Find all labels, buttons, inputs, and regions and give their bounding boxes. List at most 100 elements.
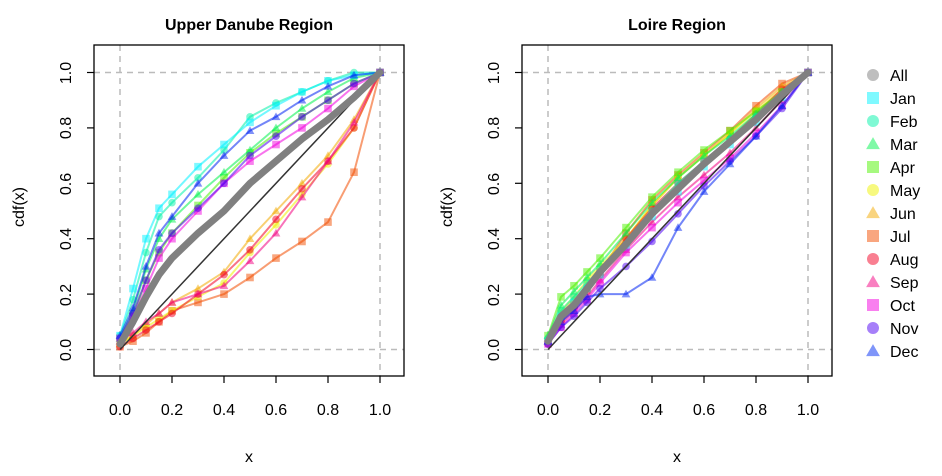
- data-point: [154, 309, 164, 317]
- data-point: [323, 87, 333, 96]
- data-point: [557, 293, 565, 301]
- data-point: [272, 132, 280, 141]
- legend-label: Oct: [890, 298, 915, 315]
- data-point: [647, 198, 657, 206]
- legend-marker: [866, 275, 880, 288]
- data-point: [725, 159, 735, 168]
- data-point: [700, 176, 708, 185]
- data-point: [324, 96, 332, 104]
- legend-label: Sep: [890, 275, 919, 292]
- data-point: [323, 156, 333, 165]
- data-point: [699, 151, 709, 159]
- data-point: [220, 179, 228, 188]
- data-point: [245, 126, 255, 134]
- data-point: [220, 270, 228, 279]
- data-point: [596, 279, 604, 287]
- data-point: [700, 182, 708, 190]
- y-tick-label: 0.8: [486, 117, 503, 139]
- legend-marker: [867, 161, 879, 173]
- data-point: [647, 217, 657, 226]
- data-point: [583, 268, 591, 276]
- data-point: [219, 281, 229, 290]
- data-point: [621, 289, 631, 298]
- data-point: [570, 312, 578, 321]
- panel-loire: Loire Region x cdf(x) 0.0 0.2 0.4 0.6 0.…: [439, 17, 833, 466]
- y-axis-label: cdf(x): [11, 187, 28, 227]
- data-point: [298, 124, 306, 132]
- x-tick-label: 1.0: [369, 402, 391, 419]
- data-point: [155, 204, 163, 213]
- legend-marker: [866, 344, 880, 357]
- data-point: [673, 223, 683, 231]
- y-axis-label: cdf(x): [439, 187, 456, 227]
- data-point: [245, 256, 255, 265]
- data-point: [141, 262, 151, 270]
- y-tick-labels: 0.0 0.2 0.4 0.6 0.8 1.0: [58, 62, 75, 361]
- legend-marker: [866, 206, 880, 219]
- x-tick-label: 0.0: [537, 402, 559, 419]
- data-point: [324, 104, 332, 113]
- data-point: [583, 298, 591, 307]
- legend-label: Jan: [890, 91, 916, 108]
- x-tick-label: 0.2: [589, 402, 611, 419]
- data-point: [246, 118, 254, 127]
- data-point: [272, 215, 280, 224]
- data-point: [142, 234, 150, 243]
- y-tick-label: 0.4: [58, 228, 75, 250]
- legend-label: Mar: [890, 137, 918, 154]
- data-point: [219, 167, 229, 176]
- x-tick-labels: 0.0 0.2 0.4 0.6 0.8 1.0: [537, 402, 819, 419]
- data-point: [596, 254, 604, 262]
- data-point: [272, 140, 280, 149]
- legend-marker: [867, 115, 879, 127]
- data-point: [349, 70, 359, 79]
- legend-label: Jun: [890, 206, 916, 223]
- x-tick-label: 1.0: [797, 402, 819, 419]
- x-tick-label: 0.8: [317, 402, 339, 419]
- y-tick-label: 0.0: [58, 339, 75, 361]
- data-point: [194, 162, 202, 171]
- y-tick-label: 0.4: [486, 228, 503, 250]
- data-point: [699, 170, 709, 179]
- data-point: [271, 206, 281, 215]
- data-point: [155, 254, 163, 262]
- data-point: [193, 190, 203, 198]
- plot-area: [522, 45, 832, 376]
- x-tick-labels: 0.0 0.2 0.4 0.6 0.8 1.0: [109, 402, 391, 419]
- y-tick-label: 1.0: [486, 62, 503, 84]
- legend-marker: [867, 322, 879, 334]
- legend-label: Aug: [890, 252, 918, 269]
- legend-marker: [867, 184, 879, 196]
- legend-markers: [866, 69, 880, 357]
- axis-ticks: [515, 71, 809, 383]
- data-point: [246, 151, 254, 160]
- plot-area: [94, 45, 404, 376]
- data-point: [569, 286, 579, 295]
- series-all-line: [544, 69, 812, 345]
- data-point: [648, 237, 656, 246]
- data-point: [271, 228, 281, 237]
- legend-marker: [867, 230, 879, 242]
- y-tick-label: 0.2: [58, 284, 75, 306]
- y-tick-label: 0.0: [486, 339, 503, 361]
- data-point: [324, 218, 332, 226]
- data-point: [569, 306, 579, 314]
- data-point: [297, 192, 307, 201]
- data-point: [220, 173, 228, 182]
- data-point: [167, 212, 177, 220]
- x-axis-label: x: [245, 449, 253, 466]
- data-point: [246, 157, 254, 165]
- data-point: [168, 229, 176, 237]
- data-point: [129, 334, 137, 343]
- data-point: [298, 237, 306, 246]
- panel-title: Loire Region: [628, 17, 726, 34]
- data-point: [349, 117, 359, 126]
- data-point: [220, 290, 228, 298]
- data-point: [350, 79, 358, 88]
- data-point: [219, 151, 229, 159]
- data-point: [168, 309, 176, 318]
- data-point: [168, 198, 176, 207]
- data-point: [168, 190, 176, 199]
